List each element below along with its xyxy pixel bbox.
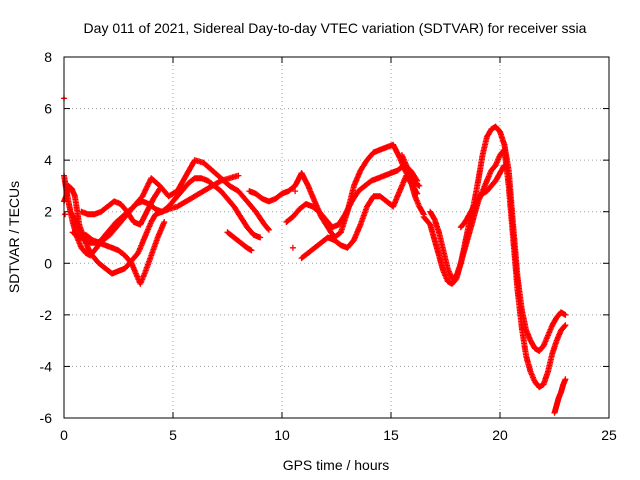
- x-tick-label: 20: [492, 427, 508, 443]
- y-tick-label: 0: [44, 255, 52, 271]
- y-axis-label: SDTVAR / TECUs: [6, 181, 22, 293]
- x-axis-label: GPS time / hours: [283, 457, 390, 473]
- y-tick-label: 4: [44, 152, 52, 168]
- series-14-markers: [551, 376, 569, 416]
- series-13-markers: [457, 162, 508, 231]
- series-15: [61, 95, 299, 251]
- chart-title: Day 011 of 2021, Sidereal Day-to-day VTE…: [84, 20, 587, 36]
- data-points: [61, 95, 569, 416]
- series-6-markers: [224, 229, 255, 254]
- series-4: [69, 219, 168, 287]
- series-10: [398, 152, 427, 218]
- plot-frame: [63, 56, 610, 419]
- x-tick-label: 10: [274, 427, 290, 443]
- series-5-markers: [78, 185, 163, 228]
- y-tick-label: 2: [44, 204, 52, 220]
- y-tick-label: -4: [40, 358, 53, 374]
- series-12-markers: [427, 146, 569, 391]
- series-9: [298, 172, 421, 262]
- series-9-markers: [298, 172, 421, 262]
- series-4-markers: [69, 219, 168, 287]
- series-14: [551, 376, 569, 416]
- series-5: [78, 185, 163, 228]
- series-6: [224, 229, 255, 254]
- x-tick-label: 15: [383, 427, 399, 443]
- y-tick-label: 6: [44, 101, 52, 117]
- series-13: [457, 162, 508, 231]
- y-tick-label: 8: [44, 49, 52, 65]
- x-tick-label: 25: [601, 427, 617, 443]
- x-tick-label: 0: [60, 427, 68, 443]
- series-12: [427, 146, 569, 391]
- series-10-markers: [398, 152, 427, 218]
- x-tick-label: 5: [169, 427, 177, 443]
- y-tick-label: -6: [40, 410, 53, 426]
- grid-lines: [64, 57, 609, 418]
- series-15-markers: [61, 95, 299, 251]
- y-tick-label: -2: [40, 307, 53, 323]
